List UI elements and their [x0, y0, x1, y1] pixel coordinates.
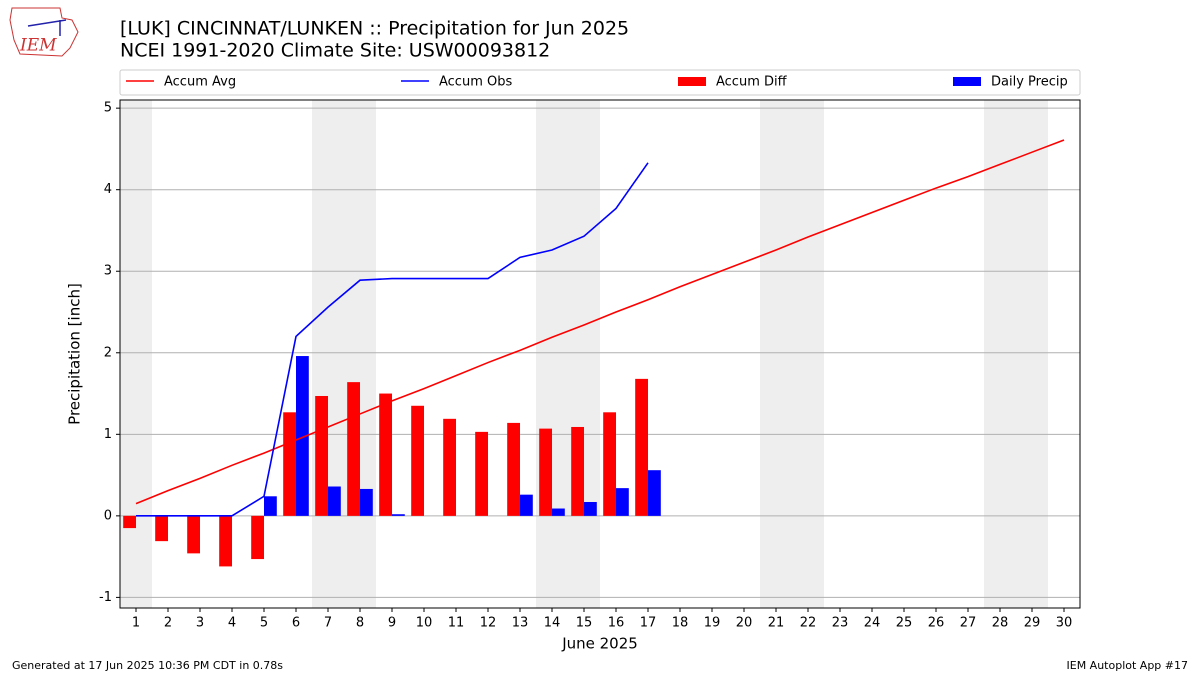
x-tick-label: 21 — [768, 616, 785, 631]
x-tick-label: 19 — [704, 616, 721, 631]
bar — [155, 515, 168, 542]
bar — [283, 412, 296, 516]
bar — [616, 488, 629, 516]
x-tick-label: 15 — [576, 616, 593, 631]
y-tick-label: 4 — [104, 182, 112, 197]
weekend-shade — [344, 100, 376, 608]
x-tick-label: 10 — [416, 616, 433, 631]
bar — [187, 515, 200, 554]
bar — [392, 514, 405, 516]
x-tick-label: 12 — [480, 616, 497, 631]
weekend-shade — [1016, 100, 1048, 608]
bar — [584, 501, 597, 516]
bar — [571, 426, 584, 516]
bar — [347, 382, 360, 516]
legend-label: Accum Diff — [716, 75, 788, 90]
y-tick-label: 0 — [104, 508, 112, 523]
bar — [648, 470, 661, 516]
x-tick-label: 3 — [196, 616, 204, 631]
x-tick-label: 23 — [832, 616, 849, 631]
plot-frame — [119, 99, 1081, 609]
bar — [507, 422, 520, 516]
footer-left: Generated at 17 Jun 2025 10:36 PM CDT in… — [12, 659, 283, 672]
bar — [635, 378, 648, 516]
footer-right: IEM Autoplot App #17 — [1067, 659, 1189, 672]
y-tick-label: 2 — [104, 345, 112, 360]
legend-swatch — [678, 77, 706, 86]
x-tick-label: 11 — [448, 616, 465, 631]
bar — [443, 418, 456, 516]
weekend-shade — [536, 100, 568, 608]
weekend-shade — [984, 100, 1016, 608]
legend-box — [119, 69, 1081, 96]
x-tick-label: 22 — [800, 616, 817, 631]
bar — [315, 395, 328, 516]
bar — [123, 515, 136, 529]
y-tick-label: 1 — [104, 427, 112, 442]
weekend-shade — [312, 100, 344, 608]
weekend-shade — [792, 100, 824, 608]
x-tick-label: 16 — [608, 616, 625, 631]
legend-label: Accum Avg — [164, 75, 236, 90]
x-tick-label: 17 — [640, 616, 657, 631]
bar — [539, 428, 552, 516]
y-tick-label: -1 — [99, 590, 112, 605]
weekend-shade — [120, 100, 152, 608]
bar — [251, 515, 264, 560]
x-tick-label: 6 — [292, 616, 300, 631]
bar — [411, 405, 424, 516]
bar — [475, 431, 488, 516]
x-tick-label: 13 — [512, 616, 529, 631]
bar — [296, 356, 309, 516]
chart-title: [LUK] CINCINNAT/LUNKEN :: Precipitation … — [120, 18, 629, 40]
legend-label: Accum Obs — [439, 75, 512, 90]
bar — [552, 508, 565, 516]
x-tick-label: 27 — [960, 616, 977, 631]
bar — [328, 486, 341, 516]
x-tick-label: 25 — [896, 616, 913, 631]
y-axis-label: Precipitation [inch] — [66, 283, 84, 425]
x-tick-label: 5 — [260, 616, 268, 631]
bar — [219, 515, 232, 567]
x-tick-label: 30 — [1056, 616, 1073, 631]
weekend-shade — [568, 100, 600, 608]
legend-swatch — [953, 77, 981, 86]
logo: IEM — [9, 7, 79, 57]
x-tick-label: 20 — [736, 616, 753, 631]
x-tick-label: 28 — [992, 616, 1009, 631]
bar — [379, 393, 392, 516]
bar — [520, 494, 533, 516]
y-tick-label: 5 — [104, 101, 112, 116]
x-axis-label: June 2025 — [561, 635, 638, 653]
y-tick-label: 3 — [104, 264, 112, 279]
chart-subtitle: NCEI 1991-2020 Climate Site: USW00093812 — [120, 40, 550, 62]
x-tick-label: 2 — [164, 616, 172, 631]
x-tick-label: 4 — [228, 616, 236, 631]
x-tick-label: 18 — [672, 616, 689, 631]
x-tick-label: 8 — [356, 616, 364, 631]
x-tick-label: 26 — [928, 616, 945, 631]
logo-text: IEM — [19, 36, 57, 56]
x-tick-label: 24 — [864, 616, 881, 631]
line — [136, 162, 649, 517]
x-tick-label: 9 — [388, 616, 396, 631]
legend-label: Daily Precip — [991, 75, 1068, 90]
x-tick-label: 14 — [544, 616, 561, 631]
x-tick-label: 7 — [324, 616, 332, 631]
x-tick-label: 29 — [1024, 616, 1041, 631]
bar — [264, 496, 277, 516]
bar — [603, 412, 616, 516]
x-tick-label: 1 — [132, 616, 140, 631]
line — [135, 139, 1065, 505]
weekend-shade — [760, 100, 792, 608]
bar — [360, 488, 373, 516]
